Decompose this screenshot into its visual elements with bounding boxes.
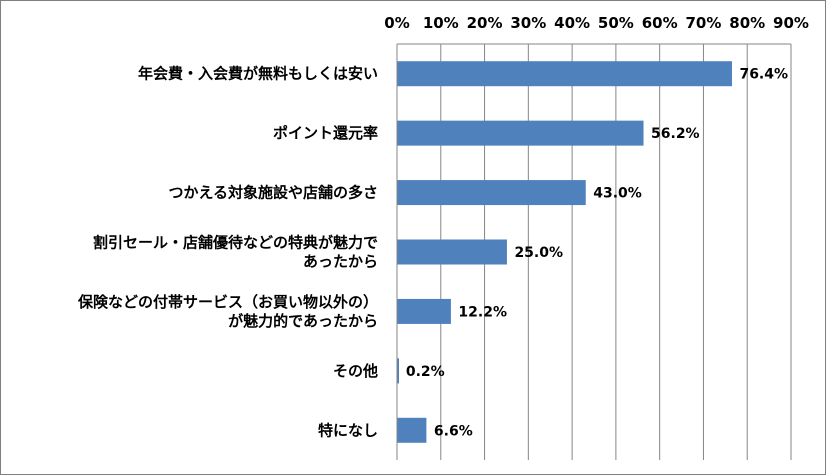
x-tick-label: 30%: [510, 14, 546, 32]
data-label: 12.2%: [458, 304, 507, 320]
data-label: 76.4%: [739, 67, 788, 83]
category-label: 特になし: [318, 421, 378, 439]
bar: [397, 417, 427, 443]
x-tick-label: 10%: [423, 14, 459, 32]
x-tick-label: 90%: [773, 14, 809, 32]
data-label: 0.2%: [406, 364, 445, 380]
category-label: 保険などの付帯サービス（お買い物以外の）: [77, 293, 378, 311]
x-tick-label: 70%: [685, 14, 721, 32]
gridlines: [396, 43, 792, 460]
x-tick-label: 60%: [642, 14, 678, 32]
x-tick-label: 20%: [467, 14, 503, 32]
category-label: つかえる対象施設や店舗の多さ: [168, 184, 378, 202]
x-tick-label: 0%: [384, 14, 409, 32]
bar: [397, 358, 399, 384]
bars: [397, 61, 732, 443]
bar: [397, 120, 644, 146]
bar: [397, 61, 732, 87]
x-tick-label: 40%: [554, 14, 590, 32]
data-label: 56.2%: [651, 126, 700, 142]
data-label: 25.0%: [514, 245, 563, 261]
category-label: が魅力的であったから: [228, 312, 378, 330]
category-label: 年会費・入会費が無料もしくは安い: [138, 65, 378, 83]
x-tick-label: 80%: [729, 14, 765, 32]
category-labels: 年会費・入会費が無料もしくは安いポイント還元率つかえる対象施設や店舗の多さ割引セ…: [77, 65, 378, 440]
bar: [397, 180, 586, 206]
category-label: 割引セール・店舗優待などの特典が魅力で: [93, 234, 378, 252]
data-labels: 76.4% 56.2% 43.0% 25.0% 12.2% 0.2% 6.6%: [406, 67, 788, 440]
bar: [397, 239, 507, 265]
data-label: 6.6%: [434, 423, 473, 439]
data-label: 43.0%: [593, 186, 642, 202]
category-label: ポイント還元率: [273, 124, 378, 142]
x-tick-label: 50%: [598, 14, 634, 32]
category-label: その他: [333, 362, 378, 380]
category-label: あったから: [303, 253, 378, 271]
x-axis-ticks: 0% 10% 20% 30% 40% 50% 60% 70% 80% 90%: [384, 14, 809, 32]
bar: [397, 298, 451, 324]
